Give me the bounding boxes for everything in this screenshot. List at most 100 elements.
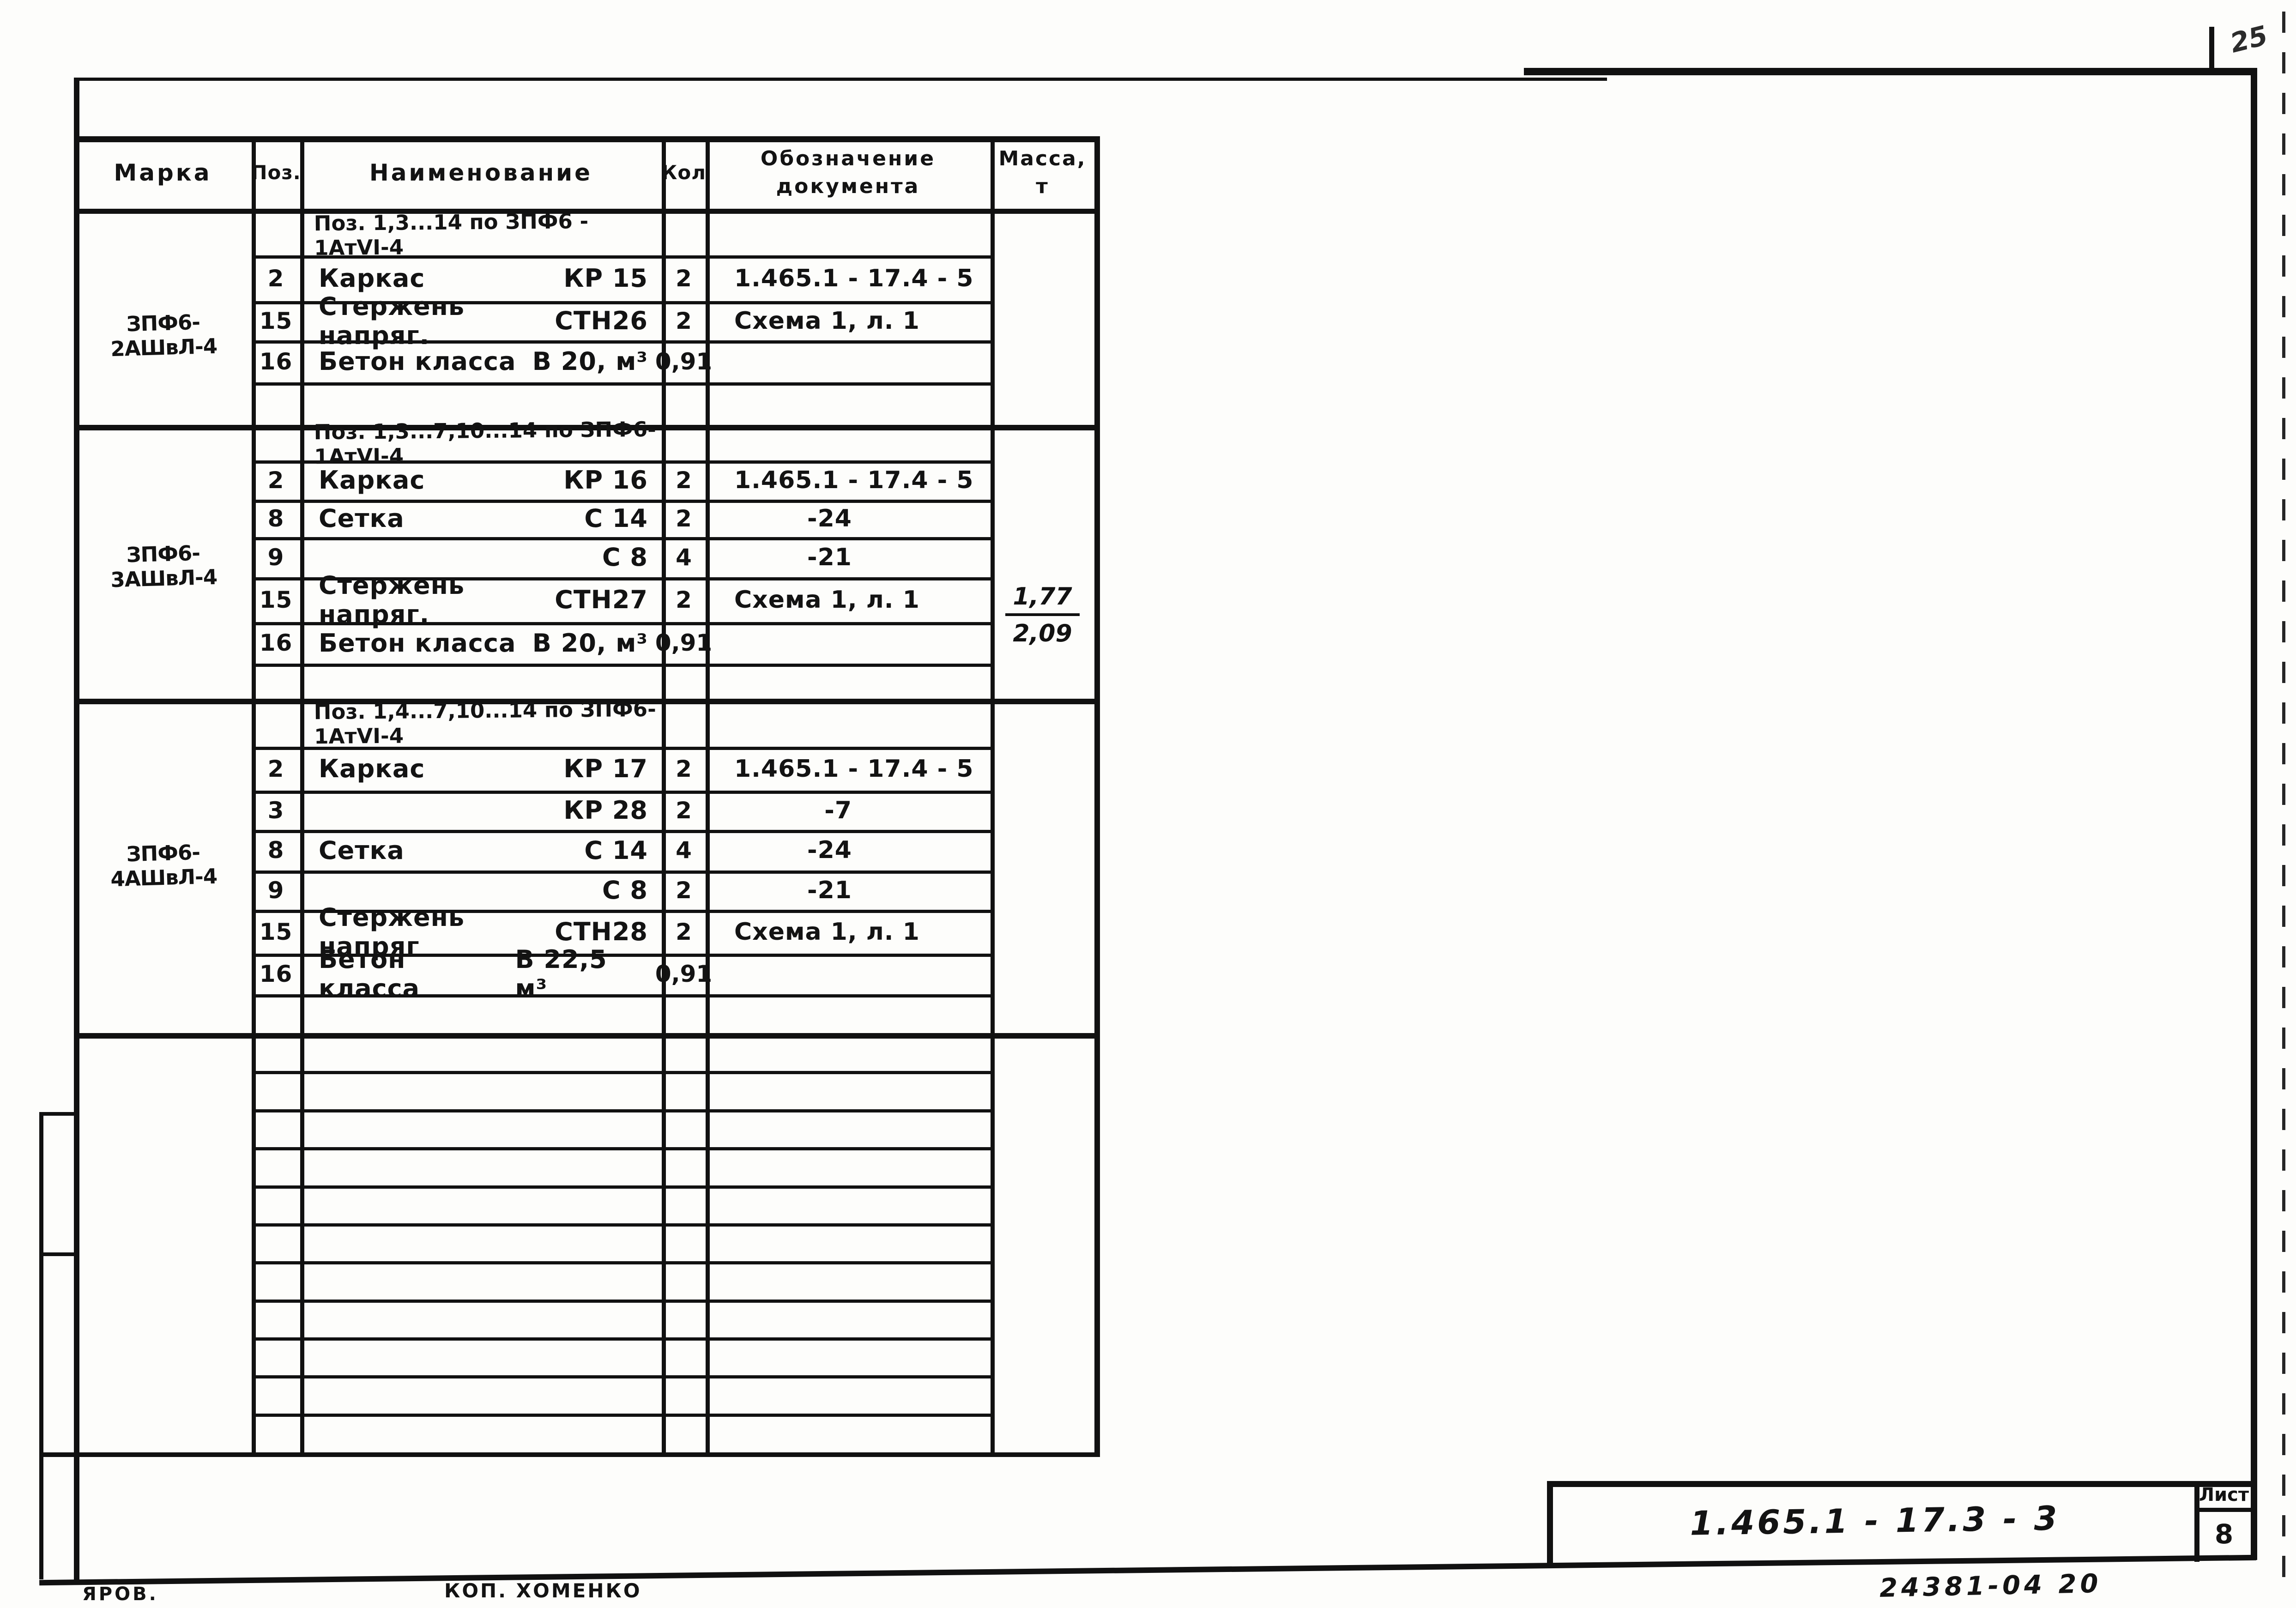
row-line <box>252 537 995 540</box>
footer-copy-signature: КОП. ХОМЕНКО <box>444 1579 642 1602</box>
frame-right-line <box>2251 68 2257 1560</box>
row-line <box>252 870 995 874</box>
doc-cell: -21 <box>807 543 852 571</box>
doc-cell: -24 <box>807 836 852 864</box>
row-line <box>252 1223 995 1227</box>
name-cell: Стержень напряг СТН28 <box>300 903 662 961</box>
pos-cell: 9 <box>267 544 284 571</box>
frame-top-line-thick <box>1524 68 2256 75</box>
section-divider-line <box>74 425 1100 430</box>
row-line <box>252 1261 995 1264</box>
item-code: С 8 <box>602 876 648 905</box>
title-block-divider-line <box>2194 1481 2199 1562</box>
frame-left-line <box>74 78 79 1585</box>
row-line <box>252 382 995 386</box>
doc-cell: Схема 1, л. 1 <box>734 586 920 614</box>
item-code: КР 16 <box>563 465 648 495</box>
row-line <box>252 255 995 259</box>
qty-cell: 2 <box>676 265 692 292</box>
qty-cell: 0,91 <box>655 961 713 987</box>
margin-box-divider <box>39 1112 79 1116</box>
header-doc: Обозначение документа <box>706 136 991 209</box>
qty-cell: 2 <box>676 505 692 532</box>
qty-cell: 2 <box>676 918 692 945</box>
doc-cell: 1.465.1 - 17.4 - 5 <box>734 264 974 292</box>
row-line <box>252 340 995 344</box>
name-cell: КР 28 <box>300 791 662 830</box>
item-name: Стержень напряг. <box>319 570 465 629</box>
qty-cell: 4 <box>676 837 692 864</box>
col-line-pos <box>252 136 256 1456</box>
row-line <box>252 1185 995 1189</box>
section-divider-line <box>74 699 1100 704</box>
row-line <box>252 910 995 913</box>
section-divider-line <box>74 1033 1100 1039</box>
table-header-bottom-line <box>74 209 1100 214</box>
sheet-edge-dashed-line <box>2282 12 2285 1586</box>
table-bottom-line <box>39 1452 1100 1457</box>
header-pos: Поз. <box>251 161 301 184</box>
sheet-label: Лист <box>2199 1484 2249 1505</box>
item-name: Каркас <box>319 465 425 495</box>
item-name: Бетон класса <box>319 347 516 376</box>
qty-cell: 2 <box>676 466 692 494</box>
mark-label: ЗПФ6-4АШвЛ-4 <box>110 840 218 892</box>
name-cell: Сетка С 14 <box>300 830 662 870</box>
item-code: СТН26 <box>555 306 648 335</box>
mass-fraction-denominator: 2,09 <box>1013 620 1072 647</box>
row-line <box>252 954 995 957</box>
doc-cell: Схема 1, л. 1 <box>734 307 920 335</box>
sheet-number: 8 <box>2214 1518 2234 1550</box>
qty-cell: 2 <box>676 586 692 613</box>
pos-cell: 8 <box>267 837 284 864</box>
qty-cell: 2 <box>676 755 692 782</box>
row-line <box>252 1337 995 1341</box>
item-name: Каркас <box>319 754 425 783</box>
name-cell: Стержень напряг. СТН26 <box>300 292 662 350</box>
name-cell: Каркас КР 17 <box>300 747 662 791</box>
row-line <box>252 1300 995 1303</box>
mark-label: ЗПФ6-2АШвЛ-4 <box>110 309 218 362</box>
spec-note-row: Поз. 1,3...14 по ЗПФ6 - 1АтVI-4 <box>314 208 589 260</box>
row-line <box>252 1414 995 1417</box>
row-line <box>252 1147 995 1150</box>
row-line <box>252 1375 995 1378</box>
pos-cell: 15 <box>259 918 293 945</box>
row-line <box>252 791 995 794</box>
item-name: Стержень напряг <box>319 902 465 961</box>
doc-cell: -7 <box>824 796 852 824</box>
stamp-note: 24381-04 20 <box>1879 1568 2103 1603</box>
item-name: Бетон класса <box>319 945 420 1003</box>
row-line <box>252 500 995 503</box>
doc-cell: 1.465.1 - 17.4 - 5 <box>734 466 974 494</box>
header-mass-line1: Масса, <box>998 147 1087 171</box>
item-code: В 20, м³ <box>532 628 648 658</box>
row-line <box>252 1109 995 1112</box>
item-code: КР 15 <box>563 264 648 293</box>
row-line <box>252 664 995 667</box>
item-code: С 8 <box>602 543 648 572</box>
pos-cell: 8 <box>267 505 284 532</box>
row-line <box>252 830 995 833</box>
col-line-qty <box>662 136 666 1456</box>
doc-cell: -21 <box>807 876 852 904</box>
pos-cell: 16 <box>259 629 293 656</box>
item-code: СТН27 <box>555 585 648 614</box>
spec-note-row: Поз. 1,3...7,10...14 по ЗПФ6-1АтVI-4 <box>314 417 657 469</box>
pos-cell: 2 <box>267 755 284 782</box>
row-line <box>252 1071 995 1074</box>
qty-cell: 2 <box>676 877 692 904</box>
header-qty: Кол <box>661 161 706 184</box>
header-mass: Масса, т <box>991 136 1094 209</box>
name-cell: С 8 <box>300 537 662 577</box>
title-block-left-line <box>1547 1481 1553 1563</box>
name-cell: Бетон класса В 20, м³ <box>300 340 662 382</box>
frame-top-tick <box>2209 27 2214 73</box>
footer-left-signature: ЯРОВ. <box>82 1584 158 1605</box>
table-top-line <box>74 136 1100 142</box>
doc-cell <box>706 622 991 664</box>
name-cell: Сетка С 14 <box>300 500 662 537</box>
pos-cell: 3 <box>267 797 284 824</box>
item-name: Бетон класса <box>319 628 516 658</box>
